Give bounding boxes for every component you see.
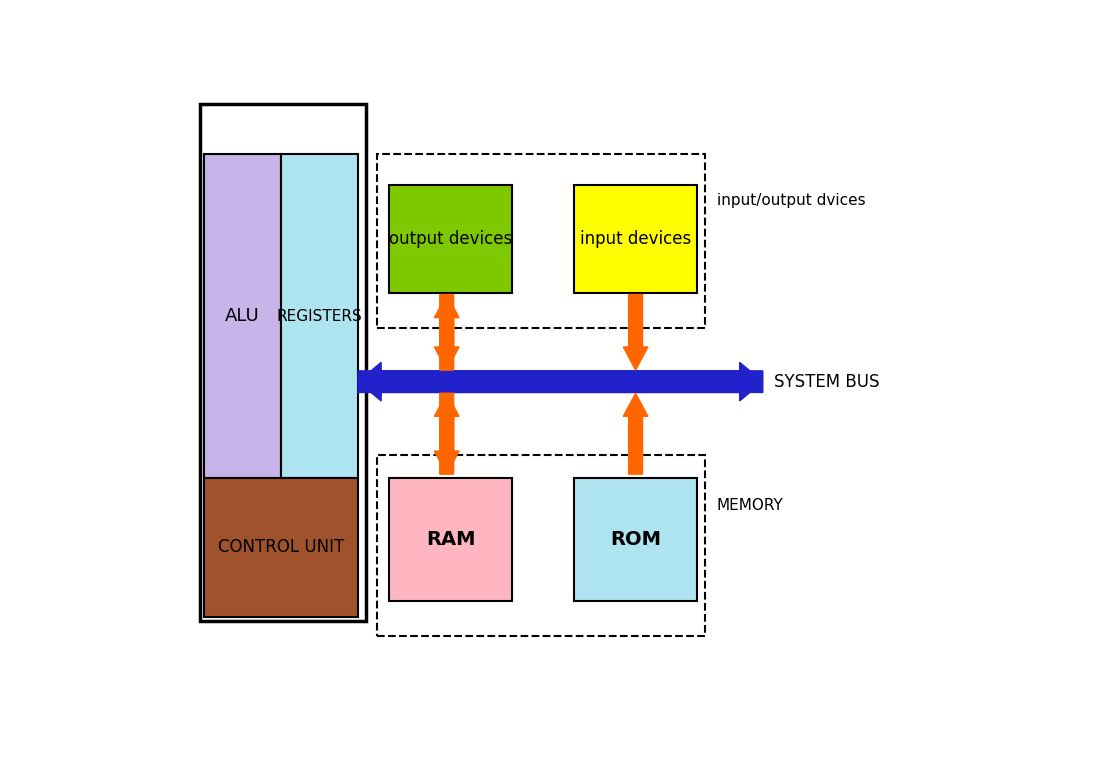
Text: RAM: RAM <box>426 530 476 549</box>
Bar <box>203 154 281 478</box>
FancyArrow shape <box>623 393 648 474</box>
FancyArrow shape <box>435 393 459 474</box>
FancyArrow shape <box>359 362 763 401</box>
Bar <box>574 185 697 293</box>
FancyArrow shape <box>623 295 648 370</box>
Text: output devices: output devices <box>389 230 513 248</box>
Bar <box>281 154 359 478</box>
FancyArrow shape <box>359 362 763 401</box>
FancyArrow shape <box>435 393 459 474</box>
Text: REGISTERS: REGISTERS <box>277 308 362 324</box>
Text: input devices: input devices <box>580 230 691 248</box>
Bar <box>378 154 705 328</box>
Bar <box>574 478 697 601</box>
Bar <box>389 478 513 601</box>
Bar <box>389 185 513 293</box>
Text: ROM: ROM <box>610 530 661 549</box>
Text: CONTROL UNIT: CONTROL UNIT <box>218 538 344 557</box>
Text: input/output dvices: input/output dvices <box>716 193 866 208</box>
Text: SYSTEM BUS: SYSTEM BUS <box>774 372 880 391</box>
FancyArrow shape <box>435 295 459 370</box>
Bar <box>200 104 365 621</box>
Text: MEMORY: MEMORY <box>716 497 783 513</box>
Text: ALU: ALU <box>225 307 260 325</box>
Bar <box>378 455 705 636</box>
Bar <box>203 478 359 617</box>
FancyArrow shape <box>435 295 459 370</box>
